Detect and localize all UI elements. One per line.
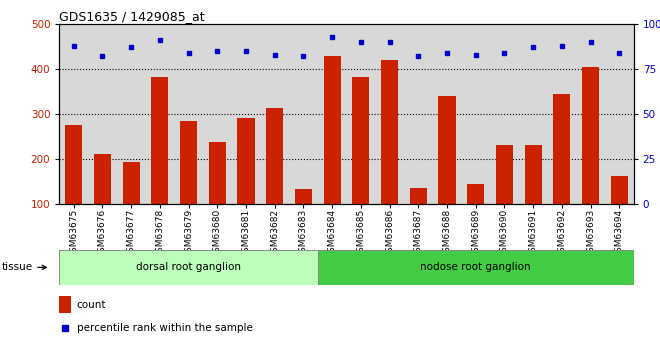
Bar xyxy=(496,145,513,204)
Bar xyxy=(59,250,318,285)
Text: GDS1635 / 1429085_at: GDS1635 / 1429085_at xyxy=(59,10,205,23)
Bar xyxy=(438,96,455,204)
Bar xyxy=(59,296,71,313)
Bar xyxy=(610,176,628,204)
Bar xyxy=(323,56,341,204)
Bar xyxy=(209,142,226,204)
Bar xyxy=(94,154,111,204)
Bar xyxy=(238,118,255,204)
Bar xyxy=(410,188,427,204)
Bar xyxy=(553,94,570,204)
Bar xyxy=(151,77,168,204)
Bar xyxy=(123,162,140,204)
Bar xyxy=(295,189,312,204)
Text: percentile rank within the sample: percentile rank within the sample xyxy=(77,323,253,333)
Text: tissue: tissue xyxy=(1,263,46,272)
Bar xyxy=(318,250,634,285)
Bar xyxy=(266,108,283,204)
Bar xyxy=(582,67,599,204)
Text: count: count xyxy=(77,300,106,310)
Bar xyxy=(467,184,484,204)
Bar xyxy=(352,77,370,204)
Bar xyxy=(180,121,197,204)
Bar xyxy=(525,145,542,204)
Bar xyxy=(381,60,398,204)
Text: nodose root ganglion: nodose root ganglion xyxy=(420,263,531,272)
Bar xyxy=(65,125,82,204)
Text: dorsal root ganglion: dorsal root ganglion xyxy=(136,263,241,272)
